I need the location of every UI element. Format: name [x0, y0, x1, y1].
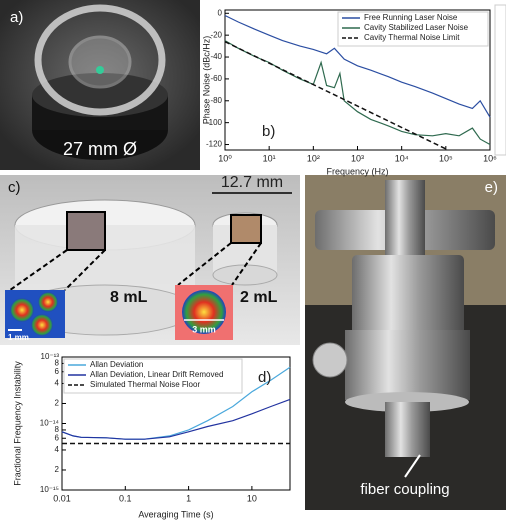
- legend-label: Simulated Thermal Noise Floor: [90, 380, 200, 389]
- photo-e: e) fiber coupling: [305, 175, 506, 510]
- y-tick-label: -40: [210, 52, 222, 61]
- y-tick-label: -80: [210, 96, 222, 105]
- scale-label: 1 mm: [8, 333, 29, 342]
- y-tick-label: 2: [55, 465, 60, 474]
- x-tick-label: 10³: [351, 153, 364, 163]
- legend-label: Cavity Stabilized Laser Noise: [364, 23, 469, 32]
- legend-label: Allan Deviation, Linear Drift Removed: [90, 370, 223, 379]
- dimension-label: 12.7 mm: [221, 174, 283, 191]
- figure: a) 27 mm Ø c) 12.7 mm 8 mL 2 mL 1 mm 3 m…: [0, 0, 506, 522]
- legend-label: Allan Deviation: [90, 360, 143, 369]
- y-axis-label: Fractional Frequency Instability: [12, 361, 22, 486]
- panel-label: e): [485, 179, 498, 196]
- y-tick-label: -20: [210, 30, 222, 39]
- x-tick-label: 1: [186, 493, 191, 503]
- legend-label: Cavity Thermal Noise Limit: [364, 33, 460, 42]
- y-tick-label: 10⁻¹⁵: [40, 485, 59, 494]
- x-axis-label: Averaging Time (s): [138, 509, 213, 519]
- x-tick-label: 10: [247, 493, 257, 503]
- legend-label: Free Running Laser Noise: [364, 13, 458, 22]
- x-tick-label: 10⁶: [483, 153, 497, 163]
- y-tick-label: 6: [55, 367, 60, 376]
- y-tick-label: -120: [206, 140, 223, 149]
- caption: 27 mm Ø: [63, 139, 137, 159]
- y-tick-label: 4: [55, 445, 60, 454]
- y-tick-label: 2: [55, 399, 60, 408]
- y-tick-label: -60: [210, 74, 222, 83]
- volume-label: 2 mL: [240, 289, 278, 306]
- y-axis-label: Phase Noise (dBc/Hz): [201, 36, 211, 125]
- panel-label: c): [8, 179, 21, 196]
- x-tick-label: 10⁰: [218, 153, 232, 163]
- x-tick-label: 10⁴: [395, 153, 409, 163]
- frame: [495, 5, 506, 155]
- y-tick-label: 0: [218, 8, 223, 17]
- photo-c: c) 12.7 mm 8 mL 2 mL 1 mm 3 mm: [0, 174, 300, 345]
- x-tick-label: 10⁵: [439, 153, 453, 163]
- y-tick-label: 6: [55, 433, 60, 442]
- y-tick-label: 10⁻¹⁴: [40, 419, 60, 428]
- caption: fiber coupling: [360, 481, 449, 498]
- panel-label: b): [262, 123, 275, 140]
- x-tick-label: 0.1: [119, 493, 132, 503]
- y-tick-label: 10⁻¹³: [41, 352, 60, 361]
- panel-label: d): [258, 369, 271, 386]
- y-tick-label: 4: [55, 379, 60, 388]
- x-tick-label: 0.01: [53, 493, 71, 503]
- x-tick-label: 10²: [307, 153, 320, 163]
- scale-label: 3 mm: [192, 324, 216, 334]
- x-tick-label: 10¹: [263, 153, 276, 163]
- x-axis-label: Frequency (Hz): [326, 166, 388, 176]
- volume-label: 8 mL: [110, 289, 148, 306]
- panel-label: a): [10, 9, 23, 26]
- photo-a: a) 27 mm Ø: [0, 0, 200, 170]
